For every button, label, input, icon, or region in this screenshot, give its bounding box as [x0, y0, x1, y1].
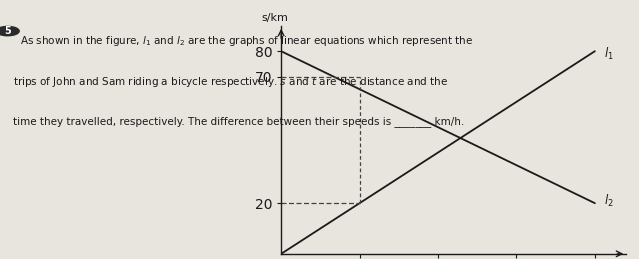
Text: $l_1$: $l_1$ [604, 46, 614, 62]
Text: s/km: s/km [261, 13, 288, 23]
Text: trips of John and Sam riding a bicycle respectively. $s$ and $t$ are the distanc: trips of John and Sam riding a bicycle r… [13, 75, 448, 89]
Text: $l_2$: $l_2$ [604, 193, 614, 209]
Text: 5: 5 [4, 26, 11, 36]
Text: time they travelled, respectively. The difference between their speeds is ______: time they travelled, respectively. The d… [13, 117, 464, 127]
Text: As shown in the figure, $l_1$ and $l_2$ are the graphs of linear equations which: As shown in the figure, $l_1$ and $l_2$ … [20, 34, 473, 48]
